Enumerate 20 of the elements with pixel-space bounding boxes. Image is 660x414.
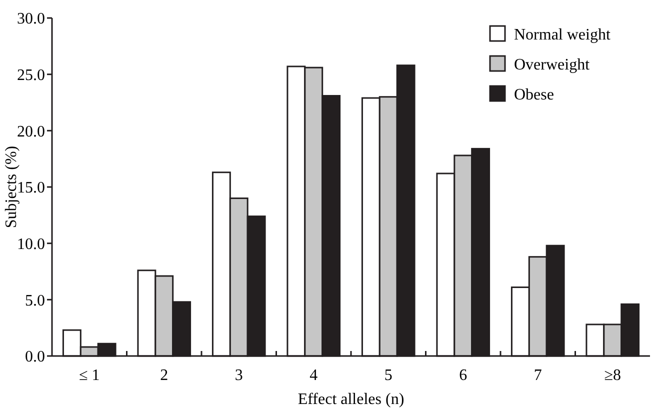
y-tick-label: 25.0 xyxy=(17,66,45,84)
legend-label: Overweight xyxy=(514,56,590,74)
x-tick-label: 5 xyxy=(384,367,392,384)
x-tick-label: ≥8 xyxy=(604,367,622,384)
y-tick-label: 5.0 xyxy=(25,292,45,310)
x-tick-label: ≤ 1 xyxy=(78,367,100,384)
x-tick-label: 3 xyxy=(234,367,243,384)
y-tick-label: 0.0 xyxy=(25,348,45,366)
x-tick-label: 6 xyxy=(459,367,468,384)
x-tick-label: 7 xyxy=(534,367,542,384)
x-tick-label: 2 xyxy=(160,367,168,384)
x-axis-title: Effect alleles (n) xyxy=(298,391,404,408)
legend-label: Obese xyxy=(514,86,554,104)
y-axis-title: Subjects (%) xyxy=(3,146,20,228)
y-tick-label: 10.0 xyxy=(17,236,45,253)
y-tick-label: 15.0 xyxy=(17,180,45,197)
x-tick-label: 4 xyxy=(310,367,318,384)
legend-label: Normal weight xyxy=(514,26,611,44)
y-tick-label: 20.0 xyxy=(17,123,45,140)
y-tick-label: 30.0 xyxy=(17,10,45,28)
